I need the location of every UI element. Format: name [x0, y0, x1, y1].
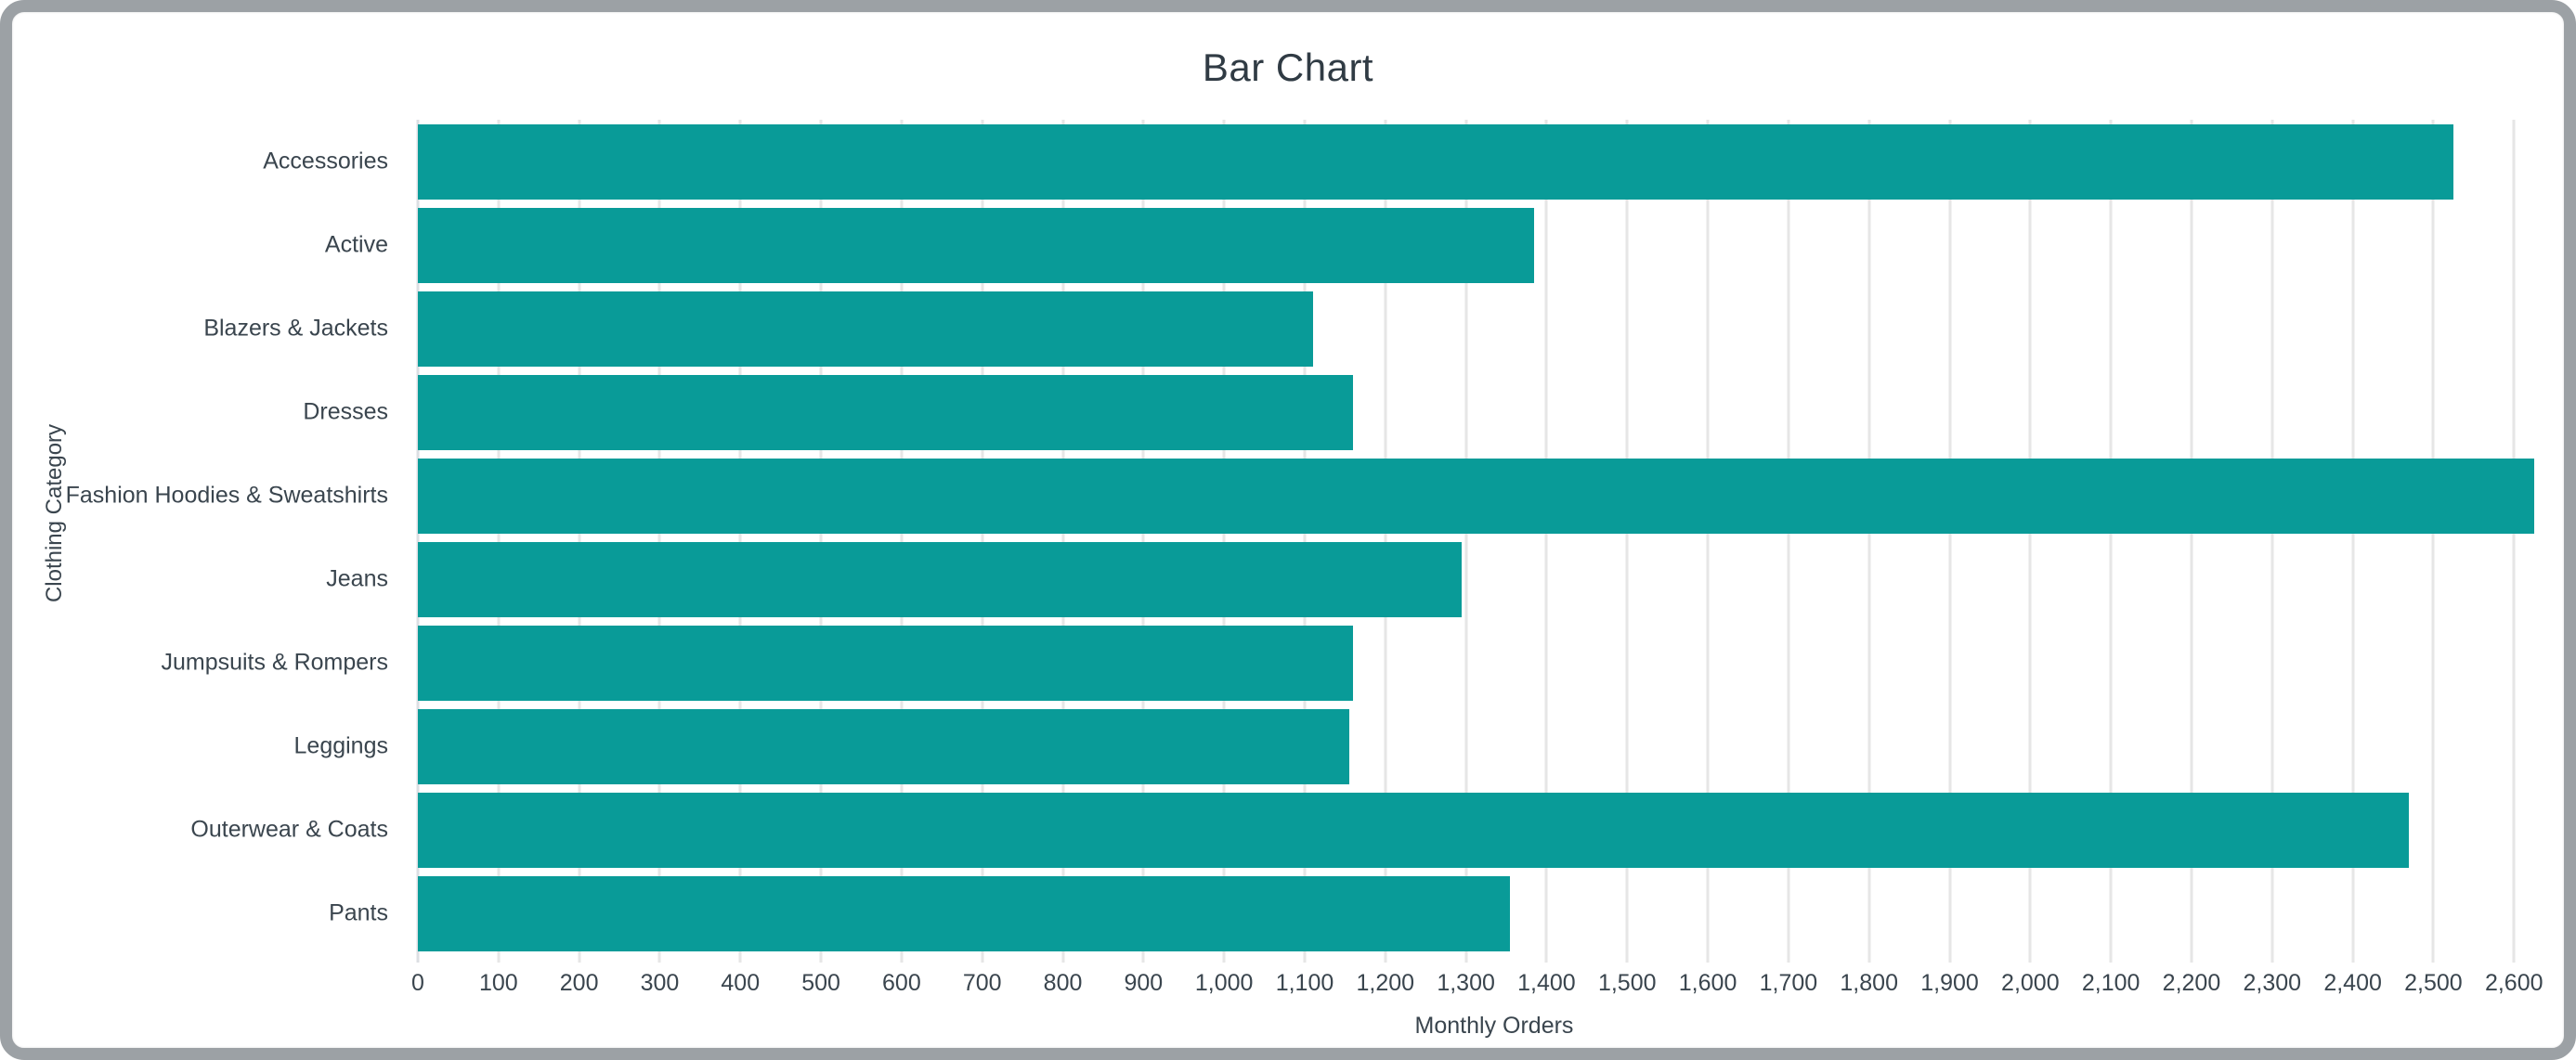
gridline: [2512, 120, 2516, 963]
gridline: [416, 120, 420, 963]
gridline: [981, 120, 984, 963]
bar-active: [418, 207, 1535, 283]
y-category-label: Dresses: [303, 398, 388, 425]
gridline: [1706, 120, 1710, 963]
bar-jumpsuits-rompers: [418, 625, 1354, 701]
x-tick-label: 100: [478, 970, 518, 996]
x-tick-label: 700: [962, 970, 1002, 996]
y-category-label: Active: [324, 231, 388, 258]
x-tick-label: 1,000: [1194, 970, 1254, 996]
gridline: [2190, 120, 2193, 963]
x-tick-label: 400: [721, 970, 761, 996]
bar-leggings: [418, 708, 1349, 784]
x-tick-label: 2,600: [2484, 970, 2543, 996]
x-tick-label: 1,700: [1759, 970, 1818, 996]
gridline: [2431, 120, 2435, 963]
x-tick-label: 200: [559, 970, 599, 996]
x-tick-label: 2,100: [2081, 970, 2140, 996]
gridline: [2028, 120, 2032, 963]
gridline: [1625, 120, 1629, 963]
y-category-label: Pants: [329, 899, 388, 926]
x-tick-label: 1,500: [1597, 970, 1657, 996]
y-category-label: Jeans: [326, 565, 388, 592]
gridline: [1384, 120, 1387, 963]
bar-outerwear-coats: [418, 792, 2410, 868]
gridline: [1464, 120, 1468, 963]
gridline: [2270, 120, 2274, 963]
x-tick-label: 600: [882, 970, 921, 996]
plot-area: [416, 120, 2564, 963]
x-tick-label: 1,200: [1356, 970, 1415, 996]
gridline: [497, 120, 501, 963]
gridline: [2109, 120, 2113, 963]
bar-accessories: [418, 123, 2454, 200]
x-tick-label: 1,900: [1920, 970, 1979, 996]
bar-pants: [418, 875, 1511, 951]
gridline: [1141, 120, 1145, 963]
bar-blazers-jackets: [418, 291, 1313, 367]
gridline: [578, 120, 581, 963]
x-tick-label: 1,400: [1517, 970, 1576, 996]
gridline: [2351, 120, 2355, 963]
y-category-label: Leggings: [293, 732, 388, 759]
x-tick-label: 900: [1124, 970, 1164, 996]
y-category-label: Blazers & Jackets: [203, 315, 388, 342]
y-category-label: Fashion Hoodies & Sweatshirts: [65, 482, 388, 509]
x-tick-label: 500: [801, 970, 840, 996]
x-tick-label: 1,300: [1437, 970, 1495, 996]
y-axis-labels: Accessories Active Blazers & Jackets Dresse…: [12, 120, 403, 955]
x-tick-label: 800: [1043, 970, 1083, 996]
chart-title: Bar Chart: [1202, 45, 1374, 89]
x-tick-label: 2,500: [2404, 970, 2463, 996]
x-tick-label: 0: [411, 970, 424, 996]
x-tick-label: 2,300: [2243, 970, 2302, 996]
gridline: [1787, 120, 1790, 963]
gridline: [1867, 120, 1871, 963]
y-category-label: Accessories: [263, 148, 388, 175]
bar-jeans: [418, 541, 1463, 617]
x-axis-title: Monthly Orders: [1414, 1013, 1574, 1039]
gridline: [738, 120, 742, 963]
x-tick-label: 1,100: [1275, 970, 1334, 996]
x-tick-label: 300: [640, 970, 680, 996]
y-category-label: Outerwear & Coats: [190, 816, 388, 843]
gridline: [1222, 120, 1226, 963]
gridline: [1544, 120, 1548, 963]
gridline: [657, 120, 661, 963]
gridline: [819, 120, 823, 963]
gridline: [1303, 120, 1307, 963]
x-tick-label: 2,400: [2323, 970, 2382, 996]
x-tick-label: 2,200: [2162, 970, 2221, 996]
x-axis-ticks: 0 100 200 300 400 500 600 700 800 900 1,000 1,100 1,…: [411, 970, 2564, 1002]
gridline: [1948, 120, 1951, 963]
bar-fashion-hoodies-sweatshirts: [418, 458, 2534, 534]
x-tick-label: 1,600: [1678, 970, 1737, 996]
bar-dresses: [418, 374, 1354, 450]
x-tick-label: 1,800: [1840, 970, 1898, 996]
gridline: [900, 120, 904, 963]
gridline: [1061, 120, 1065, 963]
x-tick-label: 2,000: [2001, 970, 2060, 996]
y-category-label: Jumpsuits & Rompers: [161, 649, 388, 676]
